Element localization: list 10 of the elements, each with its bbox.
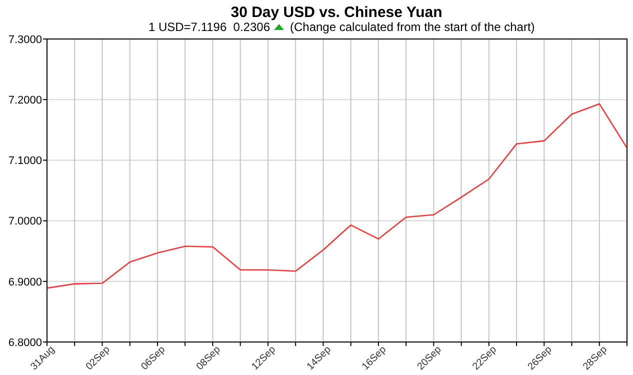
chart-subtitle: 1 USD=7.1196 0.2306 xyxy=(148,20,270,34)
y-tick-label: 6.8000 xyxy=(8,336,42,349)
y-tick-label: 7.0000 xyxy=(8,216,42,228)
y-tick-label: 7.3000 xyxy=(8,34,42,46)
y-tick-label: 6.9000 xyxy=(8,276,42,288)
text: (Change calculated from the start of the chart) xyxy=(290,20,535,34)
y-tick-label: 7.1000 xyxy=(8,155,42,168)
line-series xyxy=(46,103,628,289)
y-tick-label: 7.2000 xyxy=(8,94,42,106)
chart-title: 30 Day USD vs. Chinese Yuan xyxy=(230,4,442,21)
